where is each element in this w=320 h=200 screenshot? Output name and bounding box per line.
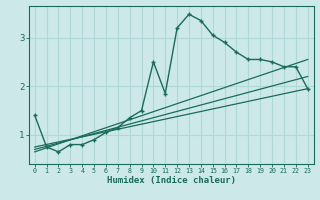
X-axis label: Humidex (Indice chaleur): Humidex (Indice chaleur)	[107, 176, 236, 185]
